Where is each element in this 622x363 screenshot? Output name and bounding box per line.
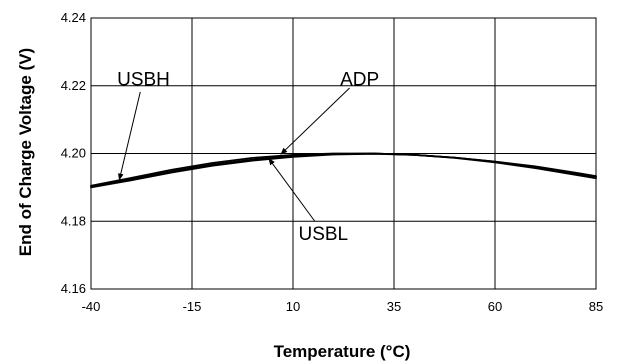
y-tick-label: 4.24 [61,10,86,25]
annotation-arrow-usbh [118,91,141,181]
annotation-label-usbl: USBL [298,224,348,245]
annotation-label-usbh: USBH [117,69,170,90]
x-tick-label: -15 [183,299,202,314]
annotations: USBH ADP USBL [117,69,379,244]
annotation-arrow-adp [280,87,350,155]
x-tick-label: 60 [488,299,502,314]
annotation-label-adp: ADP [340,69,379,90]
x-tick-label: 35 [387,299,401,314]
y-tick-labels: 4.16 4.18 4.20 4.22 4.24 [61,10,86,296]
x-tick-labels: -40 -15 10 35 60 85 [82,299,604,314]
x-tick-label: 85 [589,299,603,314]
x-axis-title: Temperature (°C) [274,342,411,361]
y-tick-label: 4.18 [61,213,86,228]
y-tick-label: 4.22 [61,78,86,93]
y-tick-label: 4.20 [61,146,86,161]
x-tick-label: 10 [286,299,300,314]
series-lines [90,152,597,189]
y-axis-title: End of Charge Voltage (V) [16,48,35,256]
series-line-usbl [90,152,597,189]
annotation-arrow-usbl [268,158,316,222]
series-line-adp [90,152,597,187]
y-tick-label: 4.16 [61,281,86,296]
x-tick-label: -40 [82,299,101,314]
plot-frame [90,17,597,290]
